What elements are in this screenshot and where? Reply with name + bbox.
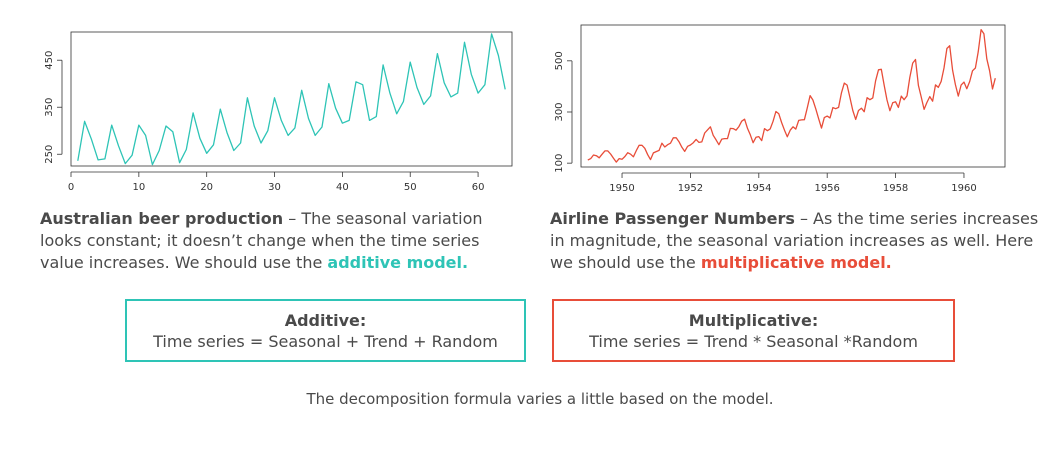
airline-plot-frame [580, 24, 1006, 168]
airline-x-tick-label: 1960 [951, 183, 976, 194]
beer-production-chart: 0 10 20 30 40 50 60 250 350 450 [44, 31, 513, 193]
beer-caption-title: Australian beer production [40, 209, 284, 228]
airline-series-line [587, 28, 996, 163]
beer-x-tick-label: 0 [68, 182, 74, 193]
additive-model-highlight: additive model. [327, 253, 469, 272]
beer-x-tick-label: 60 [472, 182, 485, 193]
airline-x-tick-label: 1952 [678, 183, 703, 194]
airline-passengers-chart: 1950 1952 1954 1956 1958 1960 100 300 500 [554, 24, 1006, 194]
multiplicative-formula-text: Time series = Trend * Seasonal *Random [589, 332, 918, 351]
airline-y-tick-label: 300 [554, 102, 565, 121]
airline-y-tick-label: 100 [554, 154, 565, 173]
beer-x-tick-label: 20 [200, 182, 213, 193]
beer-x-tick-label: 40 [336, 182, 349, 193]
airline-caption-body: – As the time series increases in magnit… [550, 209, 1039, 272]
airline-x-tick-label: 1956 [814, 183, 839, 194]
beer-x-tick-label: 30 [268, 182, 281, 193]
airline-x-tick-label: 1954 [746, 183, 771, 194]
beer-x-tick-label: 10 [132, 182, 145, 193]
airline-passengers-caption: Airline Passenger Numbers – As the time … [550, 208, 1055, 274]
beer-y-tick-label: 350 [44, 98, 55, 117]
multiplicative-formula-box: Multiplicative: Time series = Trend * Se… [552, 299, 955, 362]
airline-caption-title: Airline Passenger Numbers [550, 209, 795, 228]
beer-x-tick-label: 50 [404, 182, 417, 193]
additive-formula-box: Additive: Time series = Seasonal + Trend… [125, 299, 526, 362]
decomposition-footer-note: The decomposition formula varies a littl… [306, 390, 774, 408]
additive-formula-text: Time series = Seasonal + Trend + Random [153, 332, 498, 351]
beer-y-tick-label: 250 [44, 145, 55, 164]
additive-box-title: Additive: [284, 311, 367, 330]
beer-y-tick-label: 450 [44, 51, 55, 70]
airline-y-tick-label: 500 [554, 51, 565, 70]
airline-x-tick-label: 1950 [609, 183, 634, 194]
beer-series-line [77, 33, 506, 166]
beer-caption-body: – The seasonal variation looks constant;… [40, 209, 483, 272]
multiplicative-box-title: Multiplicative: [688, 311, 819, 330]
beer-production-caption: Australian beer production – The seasona… [40, 208, 520, 274]
beer-plot-frame [70, 31, 513, 167]
airline-x-tick-label: 1958 [883, 183, 908, 194]
multiplicative-model-highlight: multiplicative model. [700, 253, 892, 272]
